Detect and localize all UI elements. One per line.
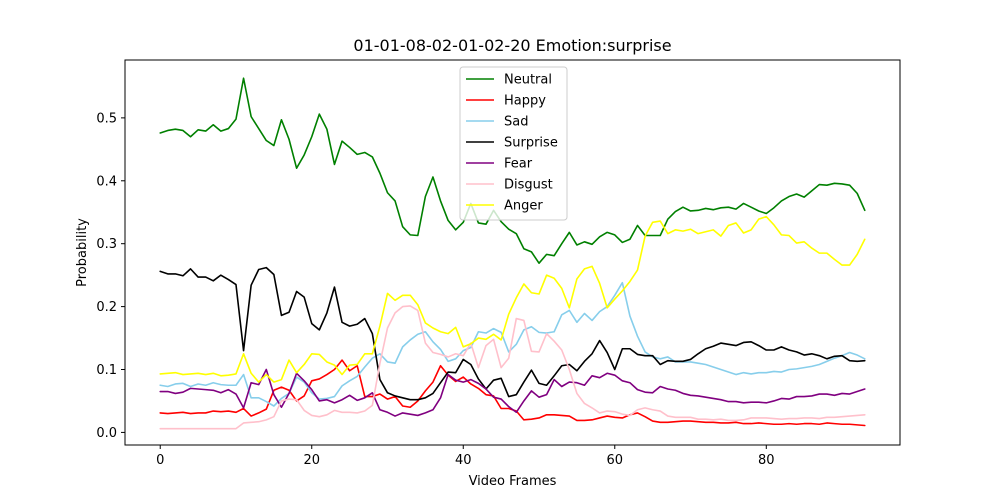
series-line-surprise (159, 266, 866, 401)
legend-label-happy: Happy (504, 94, 546, 109)
legend: Neutral Happy Sad Surprise Fear Disgust Anger (459, 66, 568, 221)
x-tick-label: 0 (156, 453, 164, 468)
y-tick-label: 0.1 (96, 363, 117, 378)
legend-label-disgust: Disgust (504, 178, 553, 193)
legend-label-neutral: Neutral (504, 73, 552, 88)
y-tick-label: 0.2 (96, 300, 117, 315)
series-line-fear (159, 368, 866, 417)
y-axis-ticks: 0.0 0.1 0.2 0.3 0.4 0.5 (96, 111, 125, 441)
series-line-neutral (159, 77, 866, 264)
y-axis-label: Probability (75, 218, 90, 287)
x-axis-ticks: 0 20 40 60 80 (156, 445, 775, 468)
legend-label-anger: Anger (504, 199, 543, 214)
y-tick-label: 0.0 (96, 426, 117, 441)
series-line-anger (159, 215, 866, 383)
chart-title: 01-01-08-02-01-02-20 Emotion:surprise (353, 36, 671, 55)
y-tick-label: 0.3 (96, 237, 117, 252)
series-lines (159, 77, 866, 430)
y-tick-label: 0.4 (96, 174, 117, 189)
x-axis-label: Video Frames (469, 474, 557, 489)
x-tick-label: 60 (606, 453, 623, 468)
x-tick-label: 80 (758, 453, 775, 468)
series-line-disgust (159, 305, 866, 430)
legend-label-fear: Fear (504, 157, 533, 172)
axes-frame (124, 59, 901, 446)
legend-label-surprise: Surprise (504, 136, 558, 151)
legend-label-sad: Sad (504, 115, 528, 130)
x-tick-label: 40 (455, 453, 472, 468)
y-tick-label: 0.5 (96, 111, 117, 126)
x-tick-label: 20 (303, 453, 320, 468)
legend-box (459, 66, 568, 221)
